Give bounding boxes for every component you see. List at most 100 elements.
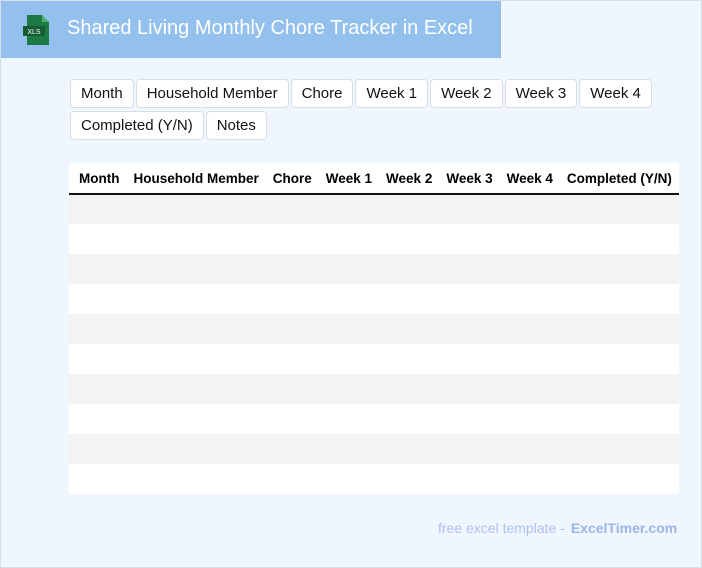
- column-header: Month: [69, 163, 127, 195]
- table-cell[interactable]: [318, 224, 380, 254]
- table-cell[interactable]: [126, 434, 266, 464]
- table-cell[interactable]: [499, 404, 560, 434]
- table-cell[interactable]: [69, 284, 127, 314]
- table-cell[interactable]: [69, 374, 127, 404]
- table-cell[interactable]: [318, 434, 380, 464]
- tracker-table: Month Household Member Chore Week 1 Week 2 We…: [69, 163, 679, 494]
- table-cell[interactable]: [559, 434, 679, 464]
- table-cell[interactable]: [499, 434, 560, 464]
- table-cell[interactable]: [318, 374, 380, 404]
- table-cell[interactable]: [559, 314, 679, 344]
- table-cell[interactable]: [499, 344, 560, 374]
- table-cell[interactable]: [499, 284, 560, 314]
- footer-brand-link[interactable]: ExcelTimer.com: [570, 520, 678, 536]
- table-cell[interactable]: [439, 374, 500, 404]
- table-cell[interactable]: [265, 194, 319, 224]
- table-cell[interactable]: [318, 464, 380, 494]
- table-cell[interactable]: [126, 404, 266, 434]
- table-cell[interactable]: [379, 284, 440, 314]
- table-cell[interactable]: [559, 404, 679, 434]
- table-cell[interactable]: [379, 464, 440, 494]
- column-chip[interactable]: Week 4: [579, 79, 652, 108]
- table-cell[interactable]: [439, 344, 500, 374]
- table-cell[interactable]: [499, 374, 560, 404]
- table-cell[interactable]: [69, 254, 127, 284]
- column-chip[interactable]: Completed (Y/N): [70, 111, 204, 140]
- table-cell[interactable]: [559, 344, 679, 374]
- column-chip[interactable]: Week 2: [430, 79, 503, 108]
- table-cell[interactable]: [126, 284, 266, 314]
- table-cell[interactable]: [69, 314, 127, 344]
- column-chip[interactable]: Month: [70, 79, 134, 108]
- column-chip[interactable]: Notes: [205, 111, 267, 140]
- table-cell[interactable]: [559, 254, 679, 284]
- table-cell[interactable]: [126, 254, 266, 284]
- table-row: [69, 374, 679, 404]
- table-row: [69, 404, 679, 434]
- table-cell[interactable]: [559, 464, 679, 494]
- table-cell[interactable]: [379, 344, 440, 374]
- table-cell[interactable]: [439, 194, 500, 224]
- table-cell[interactable]: [379, 224, 440, 254]
- table-cell[interactable]: [379, 434, 440, 464]
- table-cell[interactable]: [379, 374, 440, 404]
- table-cell[interactable]: [265, 344, 319, 374]
- table-cell[interactable]: [126, 344, 266, 374]
- table-cell[interactable]: [499, 464, 560, 494]
- table-cell[interactable]: [265, 404, 319, 434]
- table-cell[interactable]: [69, 434, 127, 464]
- table-cell[interactable]: [265, 284, 319, 314]
- table-cell[interactable]: [318, 344, 380, 374]
- table-cell[interactable]: [439, 434, 500, 464]
- table-cell[interactable]: [559, 374, 679, 404]
- table-cell[interactable]: [69, 194, 127, 224]
- table-cell[interactable]: [265, 434, 319, 464]
- table-cell[interactable]: [126, 194, 266, 224]
- table-cell[interactable]: [379, 314, 440, 344]
- table-cell[interactable]: [439, 224, 500, 254]
- column-chip[interactable]: Week 1: [355, 79, 429, 108]
- table-cell[interactable]: [439, 464, 500, 494]
- table-row: [69, 344, 679, 374]
- table-cell[interactable]: [318, 194, 380, 224]
- table-row: [69, 224, 679, 254]
- table-cell[interactable]: [69, 224, 127, 254]
- table-cell[interactable]: [126, 314, 266, 344]
- column-chip[interactable]: Chore: [290, 79, 354, 108]
- table-cell[interactable]: [265, 224, 319, 254]
- table-cell[interactable]: [69, 344, 127, 374]
- column-chip[interactable]: Week 3: [504, 79, 578, 108]
- header-banner: XLS Shared Living Monthly Chore Tracker …: [1, 1, 501, 58]
- table-cell[interactable]: [499, 194, 560, 224]
- table-cell[interactable]: [265, 314, 319, 344]
- table-cell[interactable]: [126, 464, 266, 494]
- column-chip[interactable]: Household Member: [135, 79, 289, 108]
- table-cell[interactable]: [439, 314, 500, 344]
- table-cell[interactable]: [318, 314, 380, 344]
- table-cell[interactable]: [439, 404, 500, 434]
- table-row: [69, 314, 679, 344]
- table-cell[interactable]: [559, 224, 679, 254]
- table-cell[interactable]: [499, 224, 560, 254]
- column-header: Completed (Y/N): [559, 163, 679, 195]
- table-cell[interactable]: [499, 254, 560, 284]
- table-cell[interactable]: [318, 284, 380, 314]
- table-cell[interactable]: [559, 284, 679, 314]
- table-cell[interactable]: [439, 254, 500, 284]
- table-cell[interactable]: [379, 194, 440, 224]
- table-cell[interactable]: [126, 374, 266, 404]
- table-cell[interactable]: [379, 254, 440, 284]
- table-cell[interactable]: [318, 254, 380, 284]
- table-cell[interactable]: [499, 314, 560, 344]
- table-cell[interactable]: [439, 284, 500, 314]
- table-header-row: Month Household Member Chore Week 1 Week 2 We…: [69, 163, 679, 195]
- table-cell[interactable]: [265, 254, 319, 284]
- table-cell[interactable]: [69, 404, 127, 434]
- table-cell[interactable]: [265, 464, 319, 494]
- table-cell[interactable]: [379, 404, 440, 434]
- table-cell[interactable]: [126, 224, 266, 254]
- table-cell[interactable]: [559, 194, 679, 224]
- table-cell[interactable]: [69, 464, 127, 494]
- table-cell[interactable]: [318, 404, 380, 434]
- table-cell[interactable]: [265, 374, 319, 404]
